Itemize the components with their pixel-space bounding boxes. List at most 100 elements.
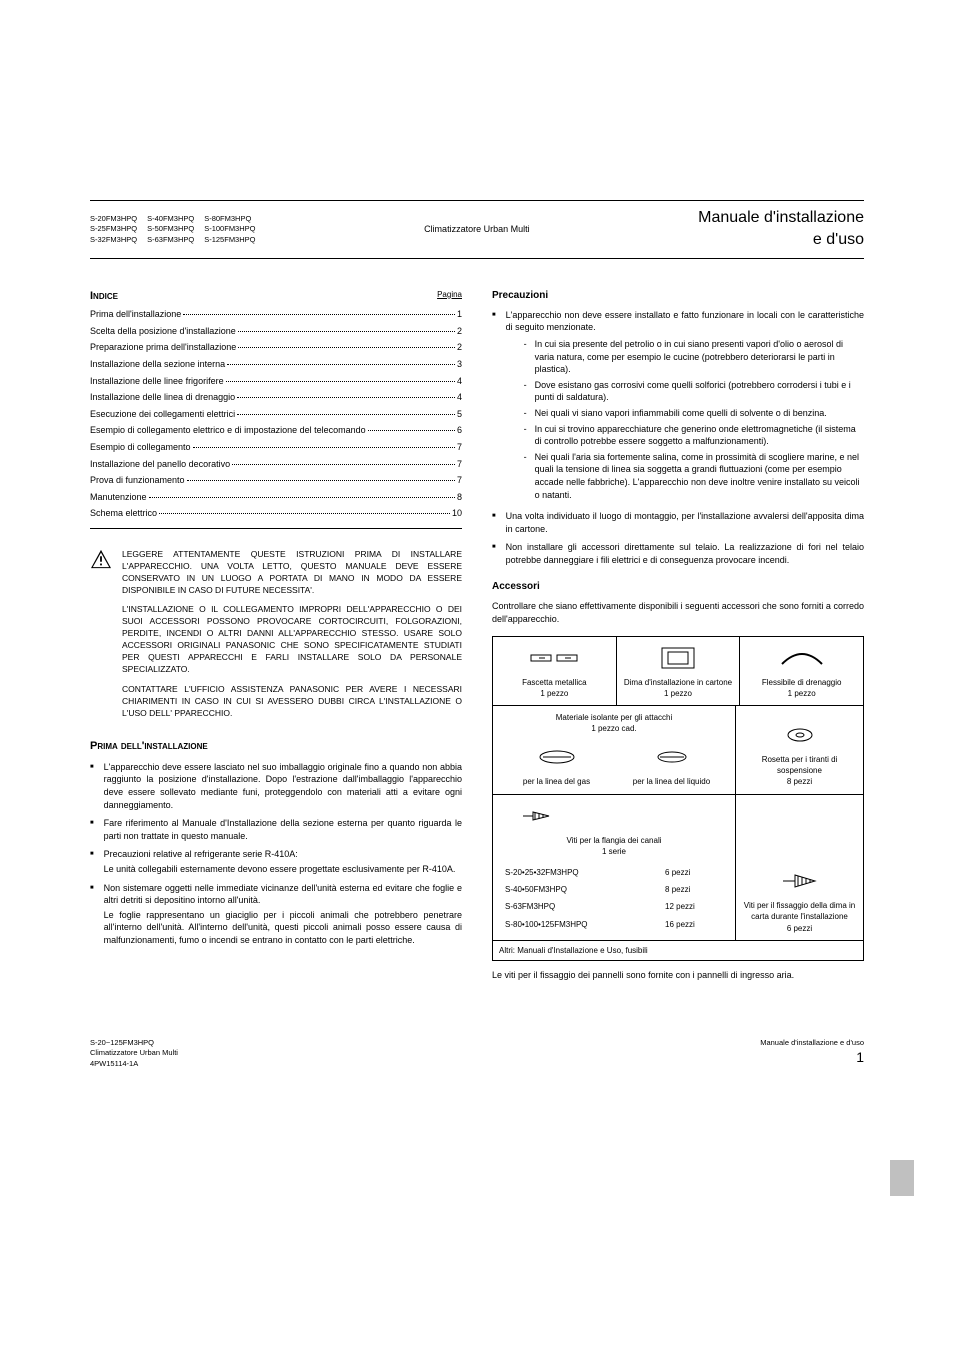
model: S-80FM3HPQ bbox=[204, 214, 255, 225]
toc-list: Prima dell'installazione 1 Scelta della po… bbox=[90, 308, 462, 520]
toc-item: Esempio di collegamento elettrico e di i… bbox=[90, 424, 462, 437]
toc-item: Installazione della sezione interna 3 bbox=[90, 358, 462, 371]
toc-page: 2 bbox=[457, 325, 462, 338]
clamp-icon bbox=[529, 643, 579, 673]
acc-insulation-cell: Materiale isolante per gli attacchi 1 pe… bbox=[493, 706, 736, 794]
model: S-50FM3HPQ bbox=[147, 224, 194, 235]
toc-page: 1 bbox=[457, 308, 462, 321]
manual-title-2: e d'uso bbox=[698, 229, 864, 251]
toc-page: 3 bbox=[457, 358, 462, 371]
warning-block: LEGGERE ATTENTAMENTE QUESTE ISTRUZIONI P… bbox=[90, 549, 462, 728]
precauzioni-bullets: L'apparecchio non deve essere installato… bbox=[492, 309, 864, 567]
acc-washer-title: Rosetta per i tiranti di sospensione bbox=[742, 754, 857, 776]
toc-page-label: Pagina bbox=[437, 289, 462, 300]
acc-flange-qty: 1 serie bbox=[499, 846, 729, 857]
toc-item: Prova di funzionamento7 bbox=[90, 474, 462, 487]
toc-page: 4 bbox=[457, 375, 462, 388]
toc-dots bbox=[238, 325, 455, 332]
insul-liq-label: per la linea del liquido bbox=[614, 776, 729, 787]
qty-model: S-20•25•32FM3HPQ bbox=[501, 865, 659, 880]
warning-text: LEGGERE ATTENTAMENTE QUESTE ISTRUZIONI P… bbox=[122, 549, 462, 728]
prima-bullets: L'apparecchio deve essere lasciato nel s… bbox=[90, 761, 462, 947]
toc-dots bbox=[238, 341, 455, 348]
toc-dots bbox=[183, 308, 455, 315]
toc-title: Prima dell'installazione bbox=[90, 308, 181, 321]
left-column: Indice Pagina Prima dell'installazione1S… bbox=[90, 289, 462, 988]
acc-flange-screws-cell: Viti per la flangia dei canali 1 serie S… bbox=[493, 795, 736, 940]
toc-title: Installazione della sezione interna bbox=[90, 358, 225, 371]
toc-item: Installazione del panello decorativo7 bbox=[90, 458, 462, 471]
insulation-liquid-icon bbox=[614, 742, 729, 772]
toc-page: 8 bbox=[457, 491, 462, 504]
prima-b2: Fare riferimento al Manuale d'Installazi… bbox=[104, 817, 462, 842]
toc-page: 2 bbox=[457, 341, 462, 354]
acc-clamp-title: Fascetta metallica bbox=[522, 677, 586, 688]
toc-dots bbox=[149, 491, 455, 498]
screw-large-icon bbox=[779, 866, 821, 896]
toc-item: Esecuzione dei collegamenti elettrici5 bbox=[90, 408, 462, 421]
toc-item: Installazione delle linee frigorifere 4 bbox=[90, 375, 462, 388]
acc-insulation-qty: 1 pezzo cad. bbox=[499, 723, 729, 734]
toc-page: 7 bbox=[457, 458, 462, 471]
right-column: Precauzioni L'apparecchio non deve esser… bbox=[492, 289, 864, 988]
prima-b4: Non sistemare oggetti nelle immediate vi… bbox=[104, 882, 462, 907]
toc-dots bbox=[226, 375, 455, 382]
toc-dots bbox=[232, 458, 455, 465]
toc-title: Esempio di collegamento bbox=[90, 441, 191, 454]
model: S-40FM3HPQ bbox=[147, 214, 194, 225]
footer-l2: Climatizzatore Urban Multi bbox=[90, 1048, 178, 1059]
toc-title: Installazione delle linee frigorifere bbox=[90, 375, 224, 388]
acc-hose-title: Flessibile di drenaggio bbox=[762, 677, 842, 688]
toc-page: 5 bbox=[457, 408, 462, 421]
accessori-heading: Accessori bbox=[492, 580, 864, 594]
warning-p1: LEGGERE ATTENTAMENTE QUESTE ISTRUZIONI P… bbox=[122, 549, 462, 597]
main-columns: Indice Pagina Prima dell'installazione1S… bbox=[90, 289, 864, 988]
prima-b1: L'apparecchio deve essere lasciato nel s… bbox=[104, 761, 462, 811]
toc-page: 6 bbox=[457, 424, 462, 437]
toc-title: Installazione delle linea di drenaggio bbox=[90, 391, 235, 404]
toc-title: Schema elettrico bbox=[90, 507, 157, 520]
acc-washer-cell: Rosetta per i tiranti di sospensione 8 p… bbox=[736, 706, 863, 794]
page-number: 1 bbox=[760, 1048, 864, 1068]
model: S-32FM3HPQ bbox=[90, 235, 137, 246]
toc-item: Scelta della posizione d'installazione2 bbox=[90, 325, 462, 338]
insulation-gas-icon bbox=[499, 742, 614, 772]
qty-table: S-20•25•32FM3HPQ6 pezziS-40•50FM3HPQ8 pe… bbox=[499, 863, 729, 934]
qty-row: S-20•25•32FM3HPQ6 pezzi bbox=[501, 865, 727, 880]
toc-page: 7 bbox=[457, 474, 462, 487]
header-block: S-20FM3HPQ S-40FM3HPQ S-80FM3HPQ S-25FM3… bbox=[90, 200, 864, 259]
acc-fixing-title: Viti per il fissaggio della dima in cart… bbox=[742, 900, 857, 922]
manual-title-1: Manuale d'installazione bbox=[698, 207, 864, 229]
side-tab bbox=[890, 1160, 914, 1196]
acc-clamp-qty: 1 pezzo bbox=[540, 688, 568, 699]
accessori-intro: Controllare che siano effettivamente dis… bbox=[492, 600, 864, 625]
washer-icon bbox=[785, 720, 815, 750]
prec-sublist: In cui sia presente del petrolio o in cu… bbox=[524, 338, 864, 501]
toc-divider bbox=[90, 528, 462, 529]
toc-dots bbox=[187, 474, 455, 481]
prec-b3: Non installare gli accessori direttament… bbox=[506, 541, 864, 566]
qty-model: S-80•100•125FM3HPQ bbox=[501, 917, 659, 932]
footer-left: S-20~125FM3HPQ Climatizzatore Urban Mult… bbox=[90, 1038, 178, 1070]
toc-page: 10 bbox=[452, 507, 462, 520]
acc-hose-qty: 1 pezzo bbox=[788, 688, 816, 699]
model: S-63FM3HPQ bbox=[147, 235, 194, 246]
model: S-25FM3HPQ bbox=[90, 224, 137, 235]
model-list: S-20FM3HPQ S-40FM3HPQ S-80FM3HPQ S-25FM3… bbox=[90, 214, 256, 246]
accessori-footnote: Le viti per il fissaggio dei pannelli so… bbox=[492, 969, 864, 982]
acc-other-row: Altri: Manuali d'Installazione e Uso, fu… bbox=[493, 941, 863, 960]
acc-fixing-screws-cell: Viti per il fissaggio della dima in cart… bbox=[736, 795, 863, 940]
header-center: Climatizzatore Urban Multi bbox=[424, 223, 530, 236]
acc-washer-qty: 8 pezzi bbox=[787, 776, 812, 787]
insul-gas-label: per la linea del gas bbox=[499, 776, 614, 787]
acc-fixing-qty: 6 pezzi bbox=[787, 923, 812, 934]
prima-b4-sub: Le foglie rappresentano un giaciglio per… bbox=[104, 909, 462, 947]
prec-s4: In cui si trovino apparecchiature che ge… bbox=[535, 423, 864, 448]
prec-b2: Una volta individuato il luogo di montag… bbox=[506, 510, 864, 535]
toc-dots bbox=[368, 424, 455, 431]
toc-title: Manutenzione bbox=[90, 491, 147, 504]
prec-s2: Dove esistano gas corrosivi come quelli … bbox=[535, 379, 864, 404]
toc-dots bbox=[159, 507, 450, 514]
toc-item: Manutenzione 8 bbox=[90, 491, 462, 504]
warning-p3: CONTATTARE L'UFFICIO ASSISTENZA PANASONI… bbox=[122, 684, 462, 720]
